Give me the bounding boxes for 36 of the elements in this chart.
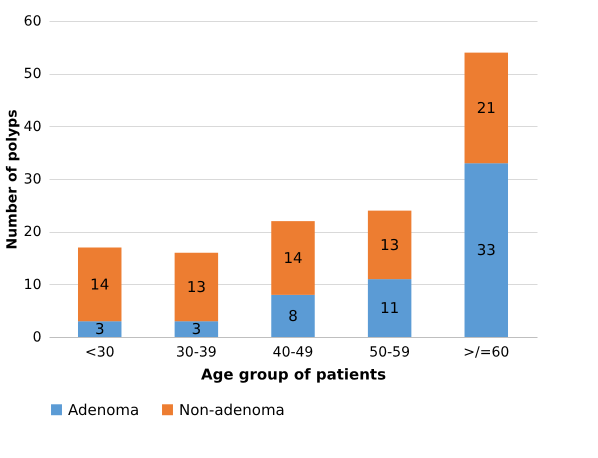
y-tick-label: 40: [24, 118, 42, 135]
y-tick-label: 20: [24, 224, 42, 240]
y-tick-label: 0: [32, 330, 42, 346]
data-label: 14: [283, 249, 303, 267]
y-tick-label: 10: [24, 276, 42, 293]
data-label: 21: [476, 98, 496, 117]
bar: [78, 247, 122, 322]
data-label: 13: [186, 278, 206, 296]
bar: [271, 294, 315, 337]
x-tick-label: 40-49: [272, 344, 314, 360]
data-label: 3: [192, 320, 202, 338]
x-tick-label: 30-39: [176, 344, 217, 360]
data-label: 33: [476, 241, 496, 260]
legend-label: Non-adenoma: [179, 400, 285, 419]
bar: [368, 210, 412, 280]
x-tick-label: 50-59: [369, 344, 410, 360]
y-tick-label: 30: [24, 172, 42, 188]
bar: [464, 163, 508, 337]
bar: [174, 252, 218, 322]
y-tick-label: 50: [24, 66, 42, 82]
data-label: 11: [380, 299, 400, 318]
bar: [78, 321, 122, 337]
y-tick-label: 60: [24, 14, 42, 30]
bar: [464, 52, 508, 164]
y-axis-title: Number of polyps: [4, 109, 21, 250]
x-axis-title: Age group of patients: [201, 366, 386, 384]
data-label: 13: [380, 236, 400, 254]
data-label: 8: [288, 306, 298, 325]
x-tick-label: <30: [84, 344, 115, 360]
data-label: 3: [94, 320, 105, 338]
x-tick-label: >/=60: [463, 344, 510, 360]
legend-label: Adenoma: [68, 400, 140, 419]
bar: [368, 279, 412, 337]
bar: [174, 321, 218, 337]
data-label: 14: [90, 275, 110, 294]
bar: [271, 221, 315, 295]
